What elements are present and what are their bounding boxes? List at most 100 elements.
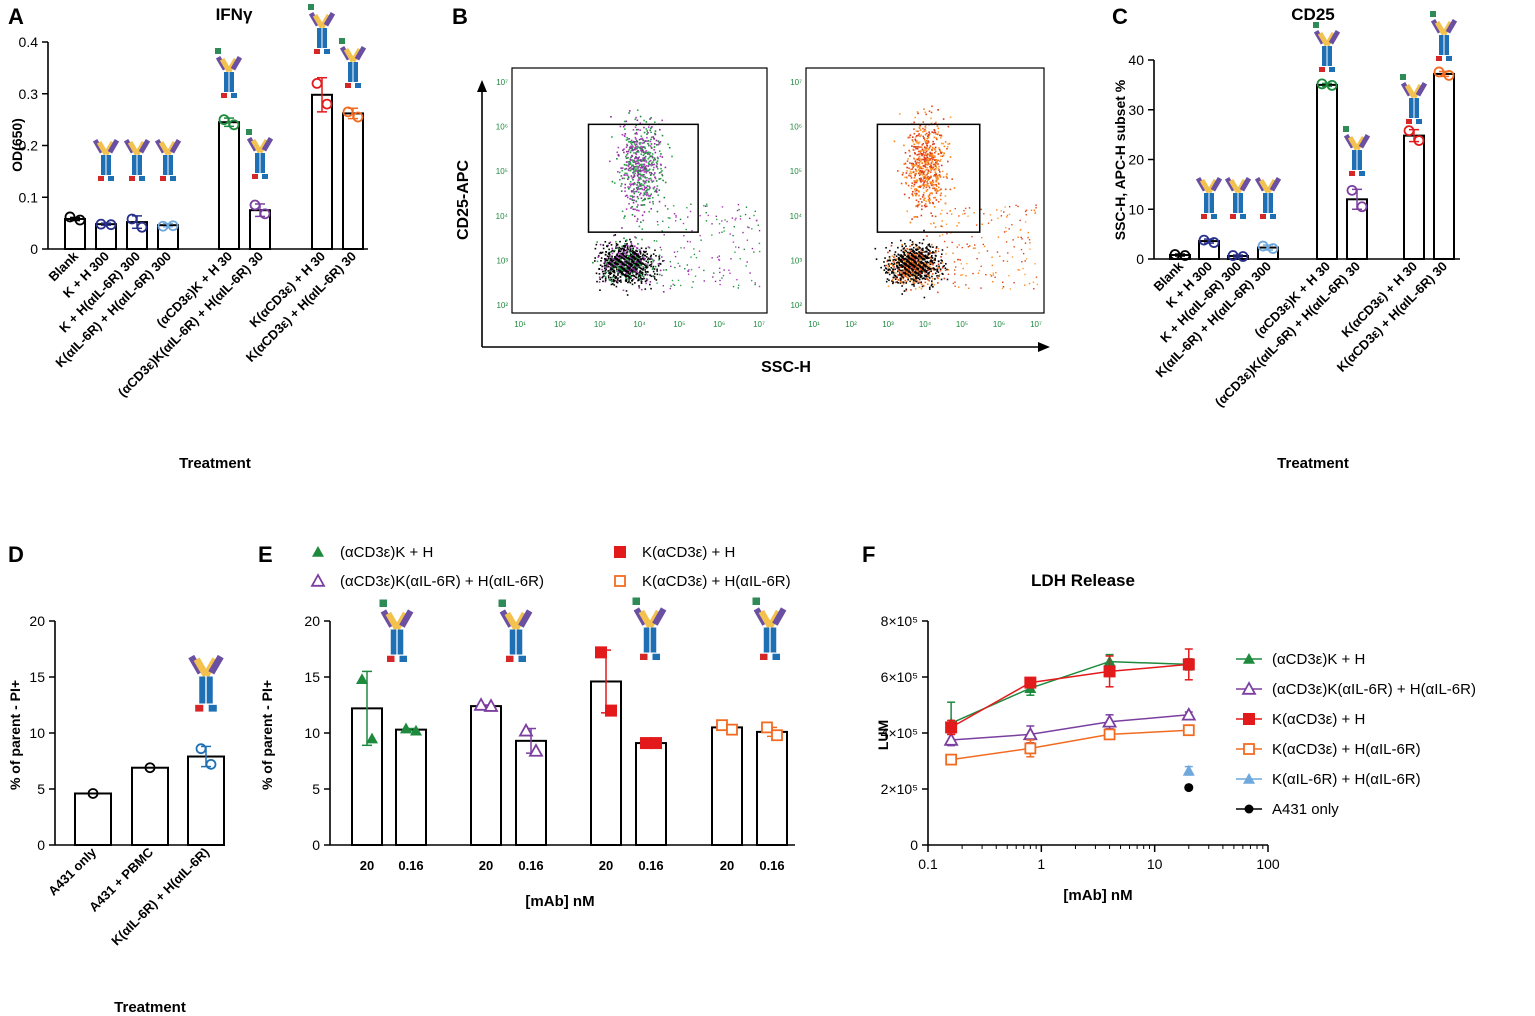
flow-event <box>916 146 918 148</box>
flow-event <box>926 267 929 270</box>
flow-event <box>931 167 934 170</box>
flow-event <box>643 264 646 266</box>
flow-event <box>623 124 626 127</box>
flow-event <box>629 256 632 259</box>
flow-event <box>891 255 894 257</box>
flow-event <box>641 184 643 187</box>
data-point <box>1182 724 1195 737</box>
flow-event <box>926 159 928 161</box>
flow-event <box>613 270 616 272</box>
flow-event <box>940 225 943 228</box>
flow-event <box>734 251 736 253</box>
flow-event <box>623 237 625 240</box>
flow-event <box>621 167 624 169</box>
flow-event <box>642 194 645 197</box>
flow-event <box>599 278 601 281</box>
flow-event <box>928 194 931 196</box>
flow-event <box>903 274 905 276</box>
flow-event <box>931 257 934 259</box>
flow-event <box>916 140 919 142</box>
flow-event <box>936 125 939 127</box>
flow-event <box>908 256 911 258</box>
x-axis-label: SSC-H <box>761 359 811 376</box>
flow-event <box>927 170 930 172</box>
data-point <box>1208 237 1220 248</box>
flow-event <box>930 259 932 261</box>
flow-event <box>924 126 927 129</box>
flow-event <box>674 266 676 269</box>
flow-event <box>926 153 929 155</box>
flow-event <box>652 275 654 277</box>
flow-event <box>706 203 708 205</box>
flow-event <box>594 257 596 259</box>
flow-event <box>919 179 922 182</box>
flow-event <box>632 164 634 166</box>
flow-event <box>934 146 937 149</box>
flow-event <box>938 174 941 176</box>
flow-event <box>646 151 648 154</box>
flow-event <box>684 268 686 270</box>
flow-event <box>926 141 929 144</box>
y-tick-label: 30 <box>1128 102 1144 118</box>
flow-event <box>916 280 919 282</box>
flow-event <box>736 209 739 212</box>
flow-event <box>907 158 909 160</box>
flow-event <box>685 228 687 231</box>
flow-event <box>898 268 901 271</box>
flow-event <box>941 266 944 269</box>
flow-event <box>627 178 629 180</box>
flow-event <box>917 272 920 275</box>
flow-event <box>649 195 652 197</box>
flow-event <box>1032 281 1035 284</box>
flow-event <box>627 256 630 259</box>
flow-event <box>631 255 634 257</box>
data-point <box>1022 726 1038 741</box>
flow-event <box>924 177 927 180</box>
flow-event <box>931 283 933 286</box>
flow-event <box>604 277 607 280</box>
flow-event <box>632 258 634 261</box>
flow-event <box>921 272 923 275</box>
flow-event <box>663 259 665 262</box>
flow-event <box>613 271 616 274</box>
flow-event <box>630 241 632 243</box>
data-point <box>311 78 323 89</box>
flow-event <box>925 274 928 277</box>
flow-event <box>924 111 927 114</box>
flow-event <box>649 255 652 258</box>
flow-event <box>605 262 608 264</box>
flow-event <box>661 173 663 176</box>
flow-event <box>931 277 934 280</box>
flow-event <box>658 178 660 180</box>
data-point <box>400 722 412 734</box>
flow-event <box>621 271 624 273</box>
flow-event <box>898 262 901 264</box>
antibody-icon <box>246 129 273 179</box>
flow-event <box>919 271 922 273</box>
flow-event <box>946 212 948 215</box>
flow-event <box>640 282 643 284</box>
flow-event <box>644 155 647 158</box>
flow-event <box>636 247 639 250</box>
flow-event <box>943 145 946 148</box>
flow-event <box>624 215 626 217</box>
flow-event <box>656 220 659 223</box>
flow-event <box>960 274 962 276</box>
flow-event <box>921 148 924 151</box>
flow-event <box>647 257 650 260</box>
flow-event <box>922 165 925 167</box>
flow-event <box>628 267 631 269</box>
flow-event <box>940 188 942 190</box>
flow-event <box>931 105 933 108</box>
flow-event <box>629 151 632 154</box>
flow-event <box>643 163 645 166</box>
flow-event <box>636 258 638 260</box>
flow-event <box>932 262 934 264</box>
flow-event <box>937 182 940 185</box>
flow-event <box>920 283 923 285</box>
flow-event <box>626 136 628 139</box>
flow-event <box>933 168 936 171</box>
legend-marker <box>614 546 626 558</box>
flow-event <box>894 275 897 277</box>
flow-event <box>958 215 960 217</box>
